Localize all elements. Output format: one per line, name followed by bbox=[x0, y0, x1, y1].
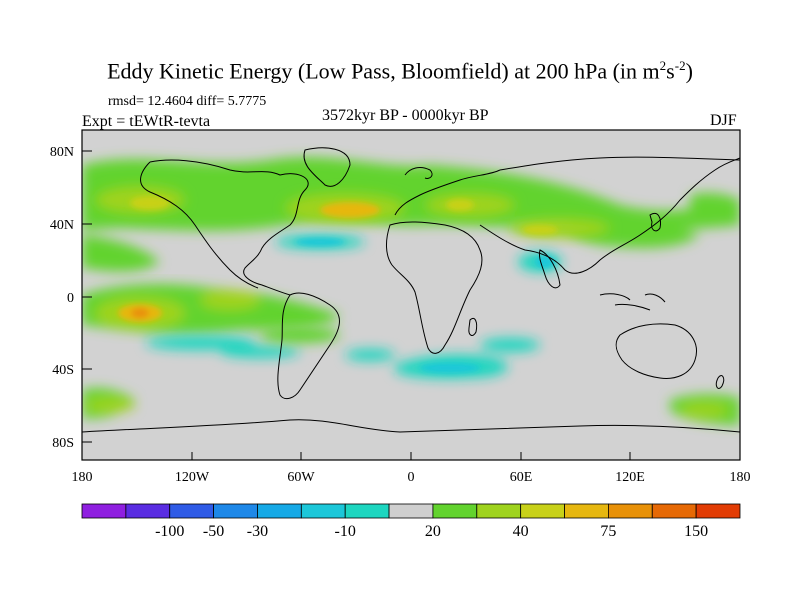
colorbar-label: -10 bbox=[335, 523, 356, 540]
period-label: 3572kyr BP - 0000kyr BP bbox=[322, 107, 489, 124]
colorbar-label: 75 bbox=[600, 523, 616, 540]
lon-label-120w: 120W bbox=[175, 470, 210, 485]
lon-label-180w: 180 bbox=[72, 470, 93, 485]
title-unit-sup1: 2 bbox=[659, 58, 667, 73]
lat-label-40n: 40N bbox=[50, 218, 74, 233]
colorbar-label: -50 bbox=[203, 523, 224, 540]
colorbar-swatch bbox=[300, 503, 346, 519]
colorbar-label: -100 bbox=[155, 523, 184, 540]
lon-label-0: 0 bbox=[408, 470, 415, 485]
lon-label-60w: 60W bbox=[287, 470, 315, 485]
colorbar-swatch bbox=[651, 503, 697, 519]
stats-label: rmsd= 12.4604 diff= 5.7775 bbox=[108, 94, 267, 109]
lat-label-eq: 0 bbox=[67, 291, 74, 306]
title-tail: ) bbox=[685, 58, 693, 84]
lon-label-180e: 180 bbox=[730, 470, 751, 485]
anomaly-field bbox=[82, 147, 740, 433]
colorbar-swatch bbox=[125, 503, 171, 519]
lat-label-40s: 40S bbox=[52, 363, 74, 378]
colorbar-label: 40 bbox=[513, 523, 529, 540]
lat-label-80s: 80S bbox=[52, 436, 74, 451]
map-title: Eddy Kinetic Energy (Low Pass, Bloomfiel… bbox=[0, 58, 800, 84]
colorbar-label: 20 bbox=[425, 523, 441, 540]
colorbar-swatch bbox=[564, 503, 609, 519]
lat-label-80n: 80N bbox=[50, 145, 74, 160]
colorbar-swatch bbox=[388, 503, 434, 519]
colorbar-swatch bbox=[608, 503, 653, 519]
longitude-axis: 180 120W 60W 0 60E 120E 180 bbox=[72, 452, 751, 485]
season-label: DJF bbox=[710, 112, 737, 129]
lon-label-120e: 120E bbox=[615, 470, 645, 485]
colorbar-swatch bbox=[695, 503, 741, 519]
sh-positive-anomalies bbox=[82, 327, 740, 425]
title-text: Eddy Kinetic Energy (Low Pass, Bloomfiel… bbox=[107, 58, 660, 84]
colorbar-swatch bbox=[520, 503, 565, 519]
colorbar-swatch bbox=[169, 503, 215, 519]
lon-label-60e: 60E bbox=[510, 470, 533, 485]
title-unit-mid: s bbox=[666, 58, 675, 84]
coastlines bbox=[82, 147, 740, 433]
latitude-axis: 80N 40N 0 40S 80S bbox=[50, 145, 92, 451]
colorbar: -100 -50 -30 -10 20 40 75 150 bbox=[81, 503, 741, 540]
colorbar-swatch bbox=[257, 503, 302, 519]
colorbar-swatch bbox=[81, 503, 127, 519]
experiment-label: Expt = tEWtR-tevta bbox=[82, 113, 211, 130]
colorbar-swatch bbox=[476, 503, 522, 519]
colorbar-label: 150 bbox=[684, 523, 708, 540]
nh-orange-patches bbox=[130, 196, 558, 235]
colorbar-label: -30 bbox=[247, 523, 268, 540]
colorbar-swatch bbox=[344, 503, 390, 519]
colorbar-swatch bbox=[432, 503, 478, 519]
nh-storm-track bbox=[82, 157, 740, 272]
tropical-pacific-core bbox=[118, 304, 162, 322]
title-unit-sup2: -2 bbox=[674, 58, 686, 73]
colorbar-swatch bbox=[213, 503, 258, 519]
